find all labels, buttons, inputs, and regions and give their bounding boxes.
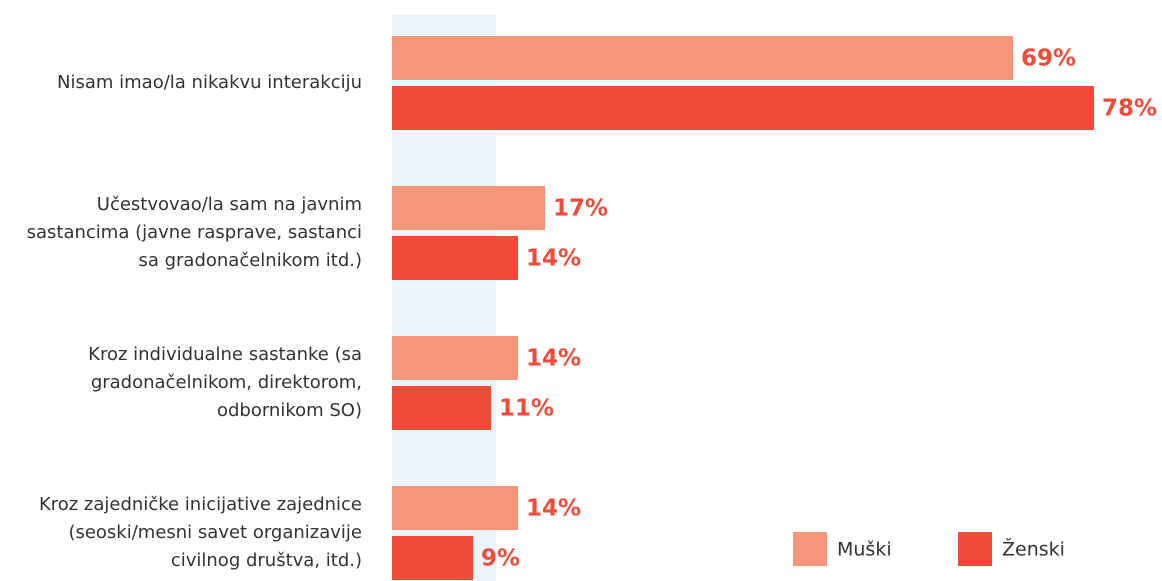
bar bbox=[392, 386, 491, 430]
value-label: 14% bbox=[526, 246, 581, 272]
bar bbox=[392, 236, 518, 280]
value-label: 14% bbox=[526, 496, 581, 522]
category-label: Učestvovao/la sam na javnim sastancima (… bbox=[26, 194, 362, 271]
value-label: 11% bbox=[499, 396, 554, 422]
value-label: 17% bbox=[553, 196, 608, 222]
bar bbox=[392, 86, 1094, 130]
value-label: 14% bbox=[526, 346, 581, 372]
value-label: 78% bbox=[1102, 96, 1157, 122]
value-label: 69% bbox=[1021, 46, 1076, 72]
bar bbox=[392, 336, 518, 380]
legend-swatch bbox=[793, 532, 827, 566]
bar bbox=[392, 36, 1013, 80]
legend-swatch bbox=[958, 532, 992, 566]
legend-label: Ženski bbox=[1002, 538, 1065, 561]
category-label: Kroz zajedničke inicijative zajednice (s… bbox=[38, 494, 362, 571]
bar bbox=[392, 536, 473, 580]
legend-label: Muški bbox=[837, 539, 892, 561]
category-label: Nisam imao/la nikakvu interakciju bbox=[57, 72, 362, 93]
bar bbox=[392, 186, 545, 230]
bar bbox=[392, 486, 518, 530]
value-label: 9% bbox=[481, 546, 520, 572]
category-label: Kroz individualne sastanke (sa gradonače… bbox=[88, 344, 362, 421]
